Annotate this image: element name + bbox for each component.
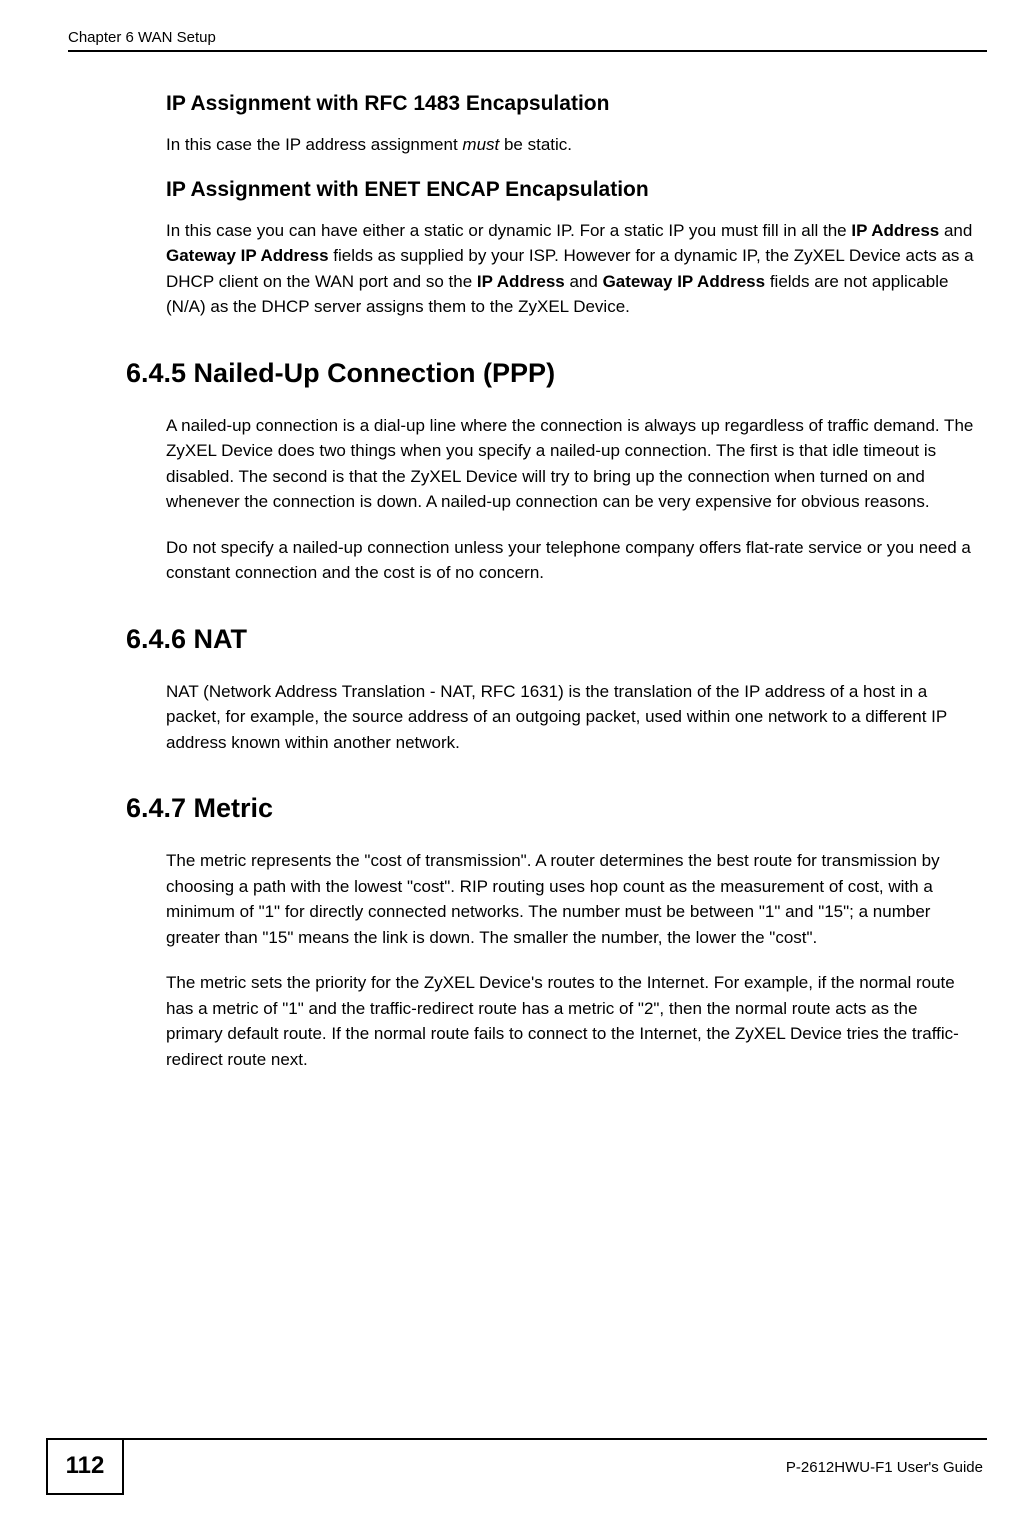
- para-enet-encap: In this case you can have either a stati…: [166, 218, 977, 320]
- para-metric-2: The metric sets the priority for the ZyX…: [166, 970, 977, 1072]
- page: Chapter 6 WAN Setup IP Assignment with R…: [0, 0, 1025, 1524]
- text: and: [939, 221, 972, 240]
- heading-nailed-up: 6.4.5 Nailed-Up Connection (PPP): [126, 358, 977, 389]
- text: In this case you can have either a stati…: [166, 221, 851, 240]
- para-nat: NAT (Network Address Translation - NAT, …: [166, 679, 977, 756]
- heading-rfc1483: IP Assignment with RFC 1483 Encapsulatio…: [166, 92, 977, 116]
- text-bold: IP Address: [477, 272, 565, 291]
- heading-enet-encap: IP Assignment with ENET ENCAP Encapsulat…: [166, 178, 977, 202]
- text-bold: Gateway IP Address: [166, 246, 329, 265]
- para-nailed-up-1: A nailed-up connection is a dial-up line…: [166, 413, 977, 515]
- page-number: 112: [46, 1439, 124, 1495]
- page-header: Chapter 6 WAN Setup: [68, 24, 987, 52]
- para-metric-1: The metric represents the "cost of trans…: [166, 848, 977, 950]
- para-nailed-up-2: Do not specify a nailed-up connection un…: [166, 535, 977, 586]
- footer-guide: P-2612HWU-F1 User's Guide: [786, 1459, 987, 1476]
- text: In this case the IP address assignment: [166, 135, 462, 154]
- text-bold: Gateway IP Address: [603, 272, 766, 291]
- text: be static.: [499, 135, 572, 154]
- text-bold: IP Address: [851, 221, 939, 240]
- text-emph: must: [462, 135, 499, 154]
- heading-metric: 6.4.7 Metric: [126, 793, 977, 824]
- page-content: IP Assignment with RFC 1483 Encapsulatio…: [166, 72, 977, 1092]
- header-chapter: Chapter 6 WAN Setup: [68, 29, 216, 46]
- page-footer: 112 P-2612HWU-F1 User's Guide: [46, 1438, 987, 1494]
- heading-nat: 6.4.6 NAT: [126, 624, 977, 655]
- text: and: [565, 272, 603, 291]
- para-rfc1483: In this case the IP address assignment m…: [166, 132, 977, 158]
